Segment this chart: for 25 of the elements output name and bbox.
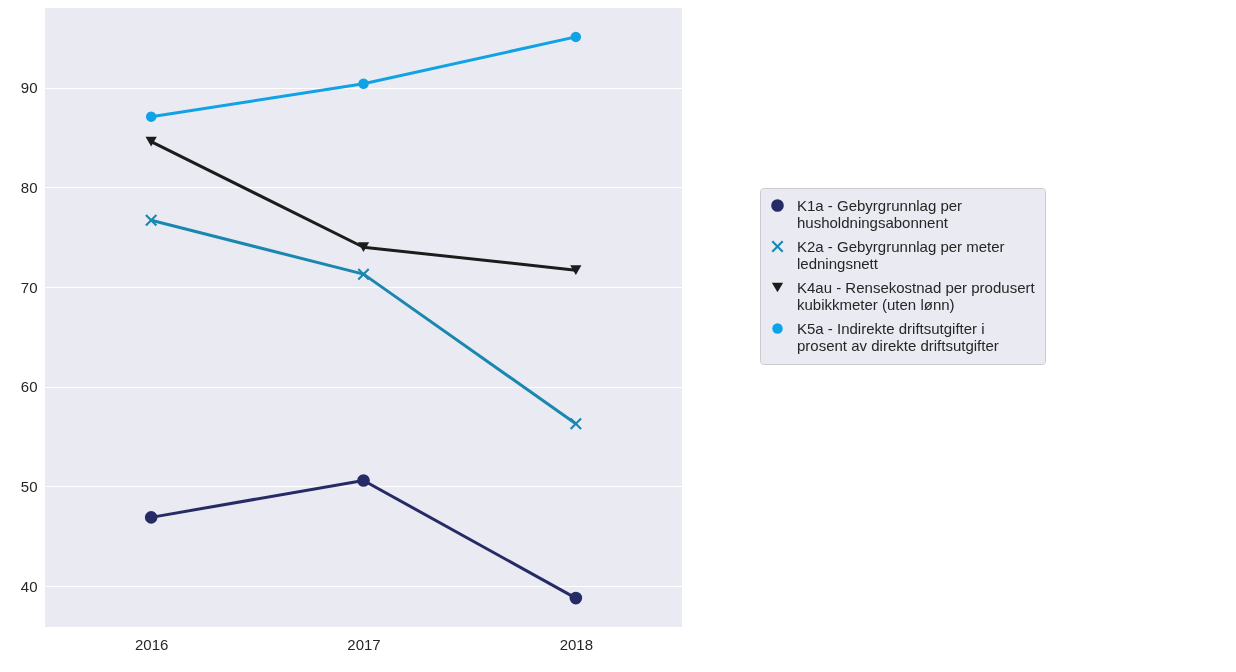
point bbox=[145, 111, 157, 122]
y-tick-label: 80 bbox=[20, 178, 38, 196]
point bbox=[357, 268, 370, 281]
y-tick-label: 50 bbox=[20, 477, 38, 495]
point bbox=[569, 417, 582, 430]
point bbox=[570, 265, 582, 276]
y-tick-label: 40 bbox=[20, 577, 38, 595]
x-tick-label: 2018 bbox=[559, 635, 594, 653]
legend-label: K2a - Gebyrgrunnlag per meter ledningsnett bbox=[797, 237, 1005, 272]
legend-label: K5a - Indirekte driftsutgifter i prosent av direkte driftsutgifter bbox=[797, 319, 999, 354]
point bbox=[144, 511, 158, 524]
y-tick-label: 60 bbox=[20, 378, 38, 396]
point bbox=[145, 214, 158, 227]
point bbox=[569, 591, 583, 605]
legend-label: K4au - Rensekostnad per produsert kubikkmeter (uten lønn) bbox=[797, 278, 1036, 313]
legend-label: K1a - Gebyrgrunnlag per husholdningsabonnent bbox=[797, 196, 963, 231]
point bbox=[358, 78, 369, 89]
y-tick-label: 90 bbox=[20, 79, 38, 97]
point bbox=[357, 474, 370, 487]
point bbox=[570, 31, 582, 43]
y-tick-label: 70 bbox=[20, 278, 38, 296]
x-tick-label: 2016 bbox=[134, 635, 169, 653]
x-tick-label: 2017 bbox=[347, 635, 381, 653]
point bbox=[145, 136, 157, 147]
point bbox=[357, 242, 370, 253]
